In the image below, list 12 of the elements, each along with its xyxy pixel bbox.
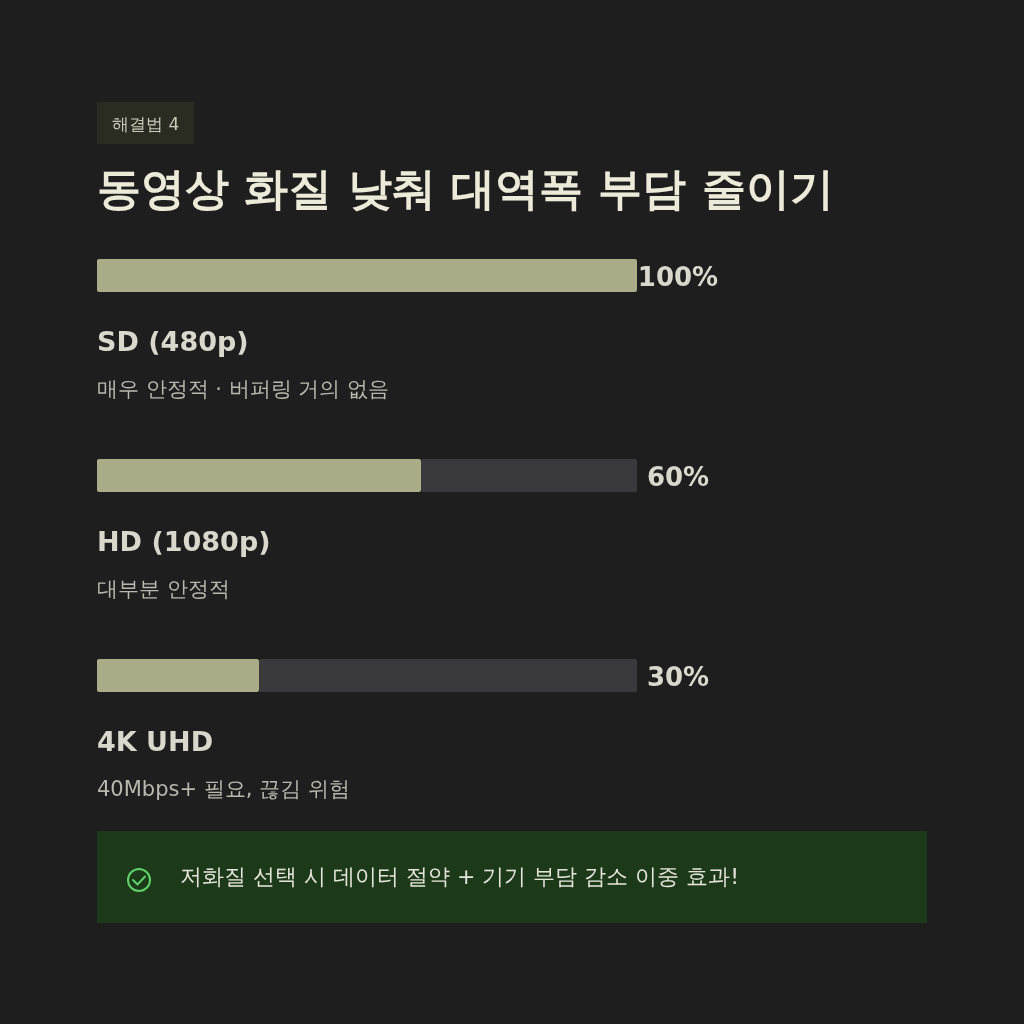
- chart-subtitle: 해결법 4: [112, 114, 180, 134]
- annotation: 40Mbps+ 필요, 끊김 위험: [97, 777, 350, 801]
- annotation: 매우 안정적 · 버퍼링 거의 없음: [97, 377, 390, 401]
- y-tick-label: 4K UHD: [97, 726, 214, 757]
- picture-note-box: 저화질 선택 시 데이터 절약 + 기기 부담 감소 이중 효과!: [97, 831, 927, 923]
- chart-title: 동영상 화질 낮춰 대역폭 부담 줄이기: [97, 163, 834, 214]
- data-label: 60%: [646, 462, 710, 492]
- data-label: 30%: [646, 662, 710, 692]
- y-tick-label: HD (1080p): [97, 526, 271, 557]
- annotation: 대부분 안정적: [97, 577, 230, 601]
- data-label: 100%: [637, 262, 719, 292]
- y-tick-label: SD (480p): [97, 326, 249, 357]
